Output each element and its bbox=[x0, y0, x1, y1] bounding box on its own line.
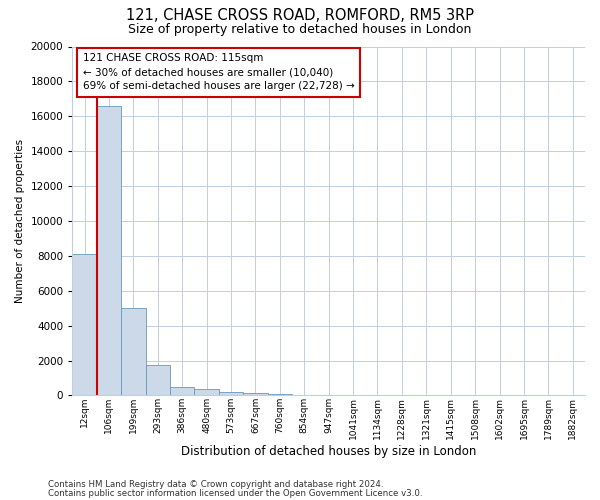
Bar bbox=[97, 106, 121, 396]
Bar bbox=[170, 386, 194, 396]
Bar bbox=[219, 392, 243, 396]
Bar bbox=[292, 394, 316, 396]
Bar bbox=[243, 393, 268, 396]
Bar bbox=[146, 365, 170, 396]
Bar bbox=[194, 389, 219, 396]
Bar bbox=[268, 394, 292, 396]
Y-axis label: Number of detached properties: Number of detached properties bbox=[15, 139, 25, 303]
Text: Contains public sector information licensed under the Open Government Licence v3: Contains public sector information licen… bbox=[48, 488, 422, 498]
Text: 121, CHASE CROSS ROAD, ROMFORD, RM5 3RP: 121, CHASE CROSS ROAD, ROMFORD, RM5 3RP bbox=[126, 8, 474, 22]
X-axis label: Distribution of detached houses by size in London: Distribution of detached houses by size … bbox=[181, 444, 476, 458]
Bar bbox=[73, 254, 97, 396]
Bar bbox=[121, 308, 146, 396]
Text: Size of property relative to detached houses in London: Size of property relative to detached ho… bbox=[128, 22, 472, 36]
Text: 121 CHASE CROSS ROAD: 115sqm
← 30% of detached houses are smaller (10,040)
69% o: 121 CHASE CROSS ROAD: 115sqm ← 30% of de… bbox=[83, 54, 355, 92]
Text: Contains HM Land Registry data © Crown copyright and database right 2024.: Contains HM Land Registry data © Crown c… bbox=[48, 480, 383, 489]
